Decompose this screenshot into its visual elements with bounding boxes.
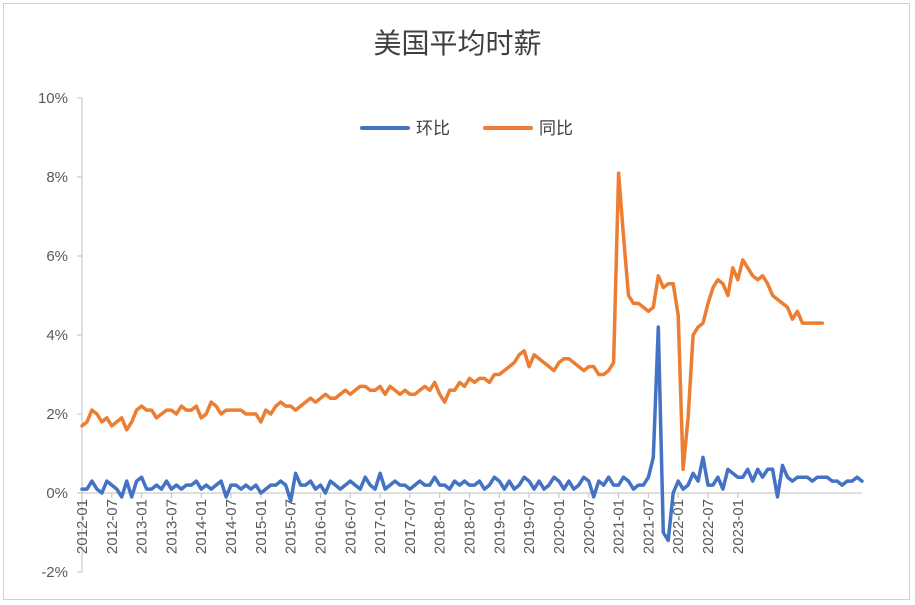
chart-frame: [3, 3, 910, 600]
x-tick-label: 2022-07: [700, 499, 717, 554]
x-tick-label: 2018-07: [462, 499, 479, 554]
x-tick-label: 2021-07: [640, 499, 657, 554]
x-tick-label: 2016-01: [312, 499, 329, 554]
y-tick-label: 0%: [46, 485, 68, 502]
x-tick-label: 2019-07: [521, 499, 538, 554]
x-tick-label: 2021-01: [611, 499, 628, 554]
x-tick-label: 2023-01: [730, 499, 747, 554]
y-tick-label: 2%: [46, 406, 68, 423]
y-tick-label: 4%: [46, 327, 68, 344]
series-line-mom: [80, 325, 864, 543]
x-tick-label: 2020-01: [551, 499, 568, 554]
x-tick-label: 2015-01: [253, 499, 270, 554]
x-tick-label: 2013-01: [134, 499, 151, 554]
x-tick-label: 2019-01: [491, 499, 508, 554]
x-tick-label: 2014-01: [193, 499, 210, 554]
x-tick-label: 2022-01: [670, 499, 687, 554]
x-tick-label: 2012-07: [104, 499, 121, 554]
x-tick-label: 2018-01: [432, 499, 449, 554]
y-tick-label: 10%: [38, 90, 68, 107]
legend-mom-label: 环比: [416, 119, 450, 139]
x-tick-label: 2015-07: [283, 499, 300, 554]
x-tick-label: 2014-07: [223, 499, 240, 554]
x-tick-label: 2017-01: [372, 499, 389, 554]
chart-title: 美国平均时薪: [373, 27, 542, 60]
x-tick-label: 2017-07: [402, 499, 419, 554]
legend-yoy-label: 同比: [539, 119, 573, 139]
y-tick-label: -2%: [41, 564, 68, 581]
series-line-yoy: [80, 171, 825, 472]
x-tick-label: 2020-07: [581, 499, 598, 554]
x-tick-label: 2012-01: [74, 499, 91, 554]
y-tick-label: 8%: [46, 169, 68, 186]
x-tick-label: 2013-07: [163, 499, 180, 554]
x-tick-label: 2016-07: [342, 499, 359, 554]
y-tick-label: 6%: [46, 248, 68, 265]
